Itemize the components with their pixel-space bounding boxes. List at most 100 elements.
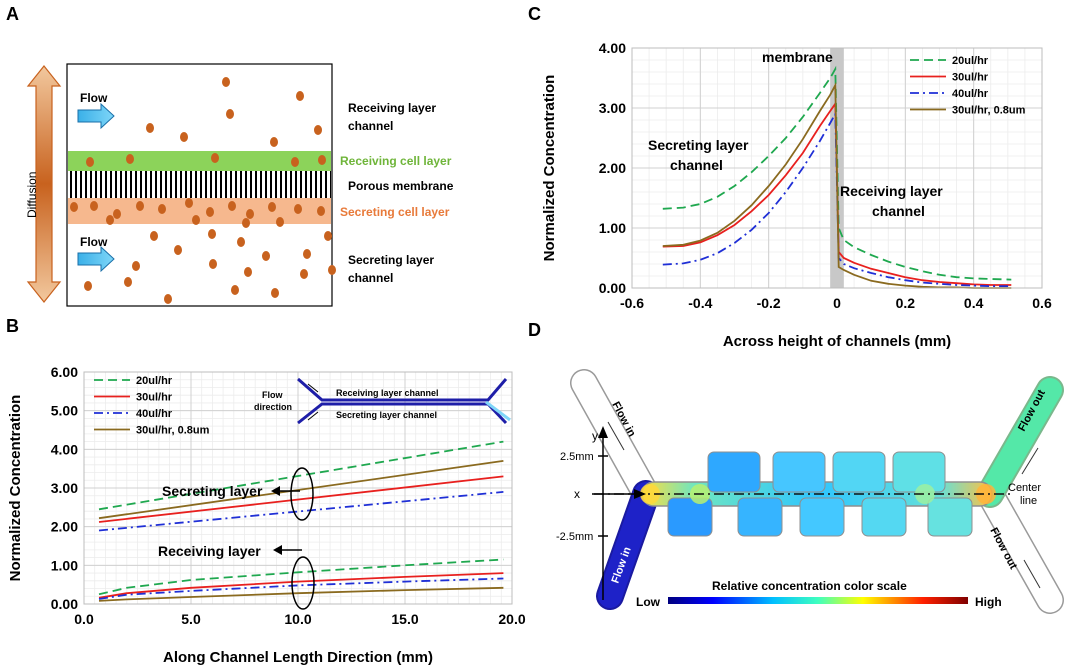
particle <box>126 154 134 164</box>
serpentine-segment-bottom <box>737 497 783 537</box>
particle <box>211 153 219 163</box>
annotation-ellipse <box>291 556 315 610</box>
plot-frame <box>83 371 513 605</box>
flow-arrow-top <box>77 102 115 130</box>
x-tick-label: -0.4 <box>688 295 712 311</box>
serpentine-segment-bottom <box>799 497 845 537</box>
arrow-head-icon <box>273 545 282 555</box>
panel-d: D y x 2.5mm -2.5mm Flow in Flow in Flo <box>528 320 1064 614</box>
annotation-membrane: membrane <box>762 49 833 65</box>
inset-channel-top <box>297 377 508 402</box>
x-tick-label: 15.0 <box>391 611 418 627</box>
particle <box>206 207 214 217</box>
x-tick-label: 0 <box>833 295 841 311</box>
series-line <box>662 110 1012 288</box>
particle <box>262 251 270 261</box>
inset-schematic: Flow direction Receiving layer channel Secr… <box>254 377 511 425</box>
x-tick-label: 20.0 <box>498 611 525 627</box>
particle <box>300 269 308 279</box>
legend: 20ul/hr 30ul/hr 40ul/hr 30ul/hr, 0.8um <box>94 375 210 437</box>
particle <box>237 237 245 247</box>
serpentine-segment-top <box>772 451 826 493</box>
flow-label-top: Flow <box>80 91 108 105</box>
particle <box>246 209 254 219</box>
particle <box>318 155 326 165</box>
inlet-top-fill <box>571 370 659 507</box>
particle <box>185 198 193 208</box>
x-tick-label: 0.2 <box>896 295 916 311</box>
particles <box>70 77 336 304</box>
particle <box>244 267 252 277</box>
legend-label: 30ul/hr, 0.8um <box>952 105 1026 117</box>
particle <box>209 259 217 269</box>
annotation-receiving: Receiving layer <box>158 543 261 559</box>
y-tick-label: 2.00 <box>51 519 78 535</box>
concentration-spot <box>976 484 996 504</box>
particle <box>174 245 182 255</box>
particle <box>146 123 154 133</box>
particle <box>271 288 279 298</box>
x-axis-label: Across height of channels (mm) <box>723 333 951 350</box>
serpentine-segment-top <box>832 451 886 493</box>
secreting-channel-label: Secreting layer <box>348 253 434 267</box>
legend-label: 30ul/hr <box>136 392 173 404</box>
particle <box>222 77 230 87</box>
flow-out-bottom-arrow <box>1023 559 1041 589</box>
particle <box>276 217 284 227</box>
x-tick-label: 10.0 <box>284 611 311 627</box>
particle <box>113 209 121 219</box>
particle <box>296 91 304 101</box>
serpentine-channel <box>640 451 996 537</box>
x-arrow-icon <box>634 489 646 499</box>
x-tick-label: 0.4 <box>964 295 984 311</box>
particle <box>164 294 172 304</box>
particle <box>291 157 299 167</box>
panel-label-d: D <box>528 320 541 340</box>
particle <box>136 201 144 211</box>
receiving-cell-layer <box>68 151 331 171</box>
y-tick-label: 0.00 <box>51 596 78 612</box>
x-tick-label: 0.6 <box>1032 295 1052 311</box>
legend-label: 30ul/hr, 0.8um <box>136 425 210 437</box>
center-label: Center <box>1008 482 1041 494</box>
outlet-bottom-fill <box>977 481 1063 613</box>
serpentine-segment-bottom <box>667 497 713 537</box>
color-scale-low: Low <box>636 595 661 609</box>
x-label-d: x <box>574 487 580 501</box>
inset-receiving-label: Receiving layer channel <box>336 388 439 398</box>
color-scale-high: High <box>975 595 1002 609</box>
panel-label-a: A <box>6 4 19 24</box>
porous-membrane <box>68 171 331 198</box>
series-line <box>98 440 504 511</box>
panel-b: B 0.0 5.0 10.0 15.0 20.0 0.00 1.00 2.00 3.00 4.00… <box>6 316 526 666</box>
particle <box>231 285 239 295</box>
particle <box>106 215 114 225</box>
secreting-cell-label: Secreting cell layer <box>340 205 450 219</box>
annotation-receiving-2: channel <box>872 203 925 219</box>
inset-flow-label-2: direction <box>254 402 292 412</box>
series-line <box>98 460 504 520</box>
particle <box>180 132 188 142</box>
panel-c: C -0.6 -0.4 -0.2 0 0.2 0.4 0.6 0.00 1.00 2.00 3.00… <box>528 4 1052 350</box>
panel-label-b: B <box>6 316 19 336</box>
x-tick-label: 5.0 <box>181 611 201 627</box>
y-tick-label: 4.00 <box>51 441 78 457</box>
series-line <box>98 572 504 599</box>
center-label-2: line <box>1020 495 1037 507</box>
particle <box>158 204 166 214</box>
particle <box>270 137 278 147</box>
annotation-secreting: Secreting layer <box>162 483 263 499</box>
inset-flow-label: Flow <box>262 390 283 400</box>
panel-a: A Diffusion Flow Flow Receiving layer ch… <box>6 4 454 307</box>
y-tick-label: 5.00 <box>51 403 78 419</box>
inlet-bottom-blue <box>598 482 658 608</box>
particle <box>150 231 158 241</box>
flow-arrow-bottom <box>77 245 115 273</box>
x-tick-label: 0.0 <box>74 611 94 627</box>
x-tick-label: -0.6 <box>620 295 644 311</box>
annotation-ellipse <box>290 467 314 521</box>
plot-frame <box>631 47 1043 289</box>
y-tick-label: 0.00 <box>599 280 626 296</box>
y-tick-label: 3.00 <box>599 100 626 116</box>
